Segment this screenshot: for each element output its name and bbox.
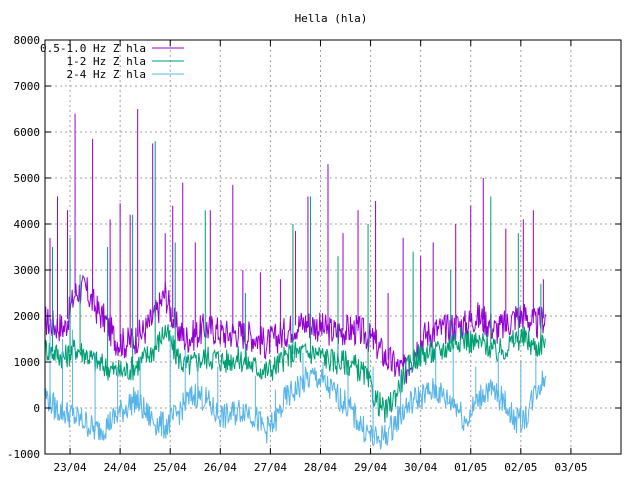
series-0 xyxy=(44,109,547,384)
legend-label: 1-2 Hz Z hla xyxy=(67,55,146,68)
y-tick-label: 8000 xyxy=(14,34,41,47)
x-tick-label: 24/04 xyxy=(104,461,137,474)
x-tick-label: 03/05 xyxy=(554,461,587,474)
series-layer xyxy=(44,109,547,450)
y-tick-label: 6000 xyxy=(14,126,41,139)
x-tick-label: 25/04 xyxy=(154,461,187,474)
y-tick-label: 1000 xyxy=(14,356,41,369)
x-axis: 23/04 24/04 25/04 26/04 27/04 28/04 29/04 30/04… xyxy=(53,40,587,474)
series-line xyxy=(44,324,547,423)
plot-frame xyxy=(44,39,622,455)
x-tick-label: 26/04 xyxy=(204,461,237,474)
series-line xyxy=(44,274,547,384)
y-tick-label: -1000 xyxy=(7,448,40,461)
y-tick-label: 0 xyxy=(33,402,40,415)
legend-label: 2-4 Hz Z hla xyxy=(67,68,146,81)
y-tick-label: 4000 xyxy=(14,218,41,231)
series-1 xyxy=(44,141,547,423)
y-tick-label: 5000 xyxy=(14,172,41,185)
x-tick-label: 23/04 xyxy=(53,461,86,474)
x-tick-label: 27/04 xyxy=(254,461,287,474)
x-tick-label: 29/04 xyxy=(354,461,387,474)
x-tick-label: 01/05 xyxy=(454,461,487,474)
chart-title: Hella (hla) xyxy=(295,12,368,25)
legend-label: 0.5-1.0 Hz Z hla xyxy=(40,42,146,55)
x-tick-label: 28/04 xyxy=(304,461,337,474)
x-tick-label: 30/04 xyxy=(404,461,437,474)
y-tick-label: 2000 xyxy=(14,310,41,323)
y-axis: -1000 0 1000 2000 3000 4000 5000 6000 7000 8000 xyxy=(7,34,621,461)
series-2 xyxy=(44,320,547,450)
y-tick-label: 3000 xyxy=(14,264,41,277)
y-tick-label: 7000 xyxy=(14,80,41,93)
grid xyxy=(45,40,621,454)
x-tick-label: 02/05 xyxy=(504,461,537,474)
series-line xyxy=(44,366,547,450)
